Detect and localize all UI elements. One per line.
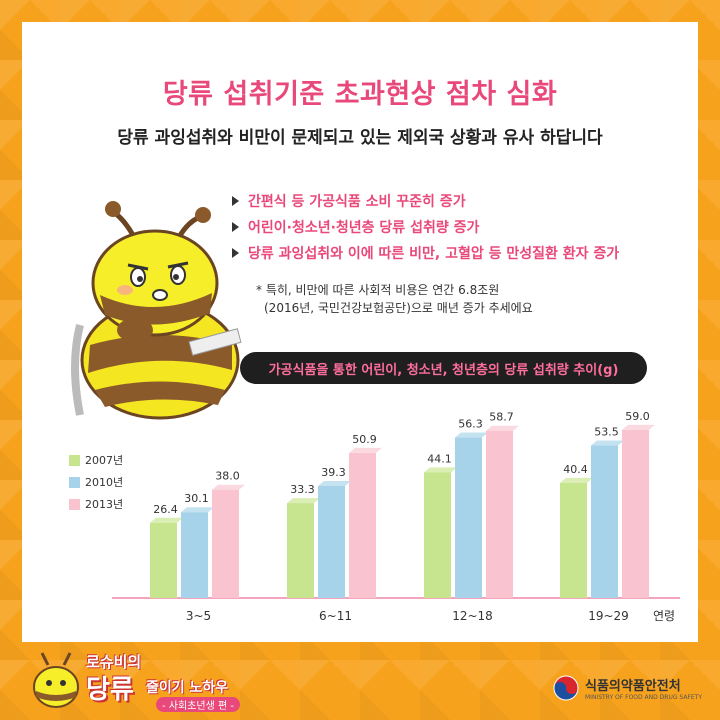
bar [622, 429, 649, 598]
chart-title-banner: 가공식품을 통한 어린이, 청소년, 청년층의 당류 섭취량 추이(g) [240, 352, 647, 384]
bar [287, 503, 314, 598]
bar-top [622, 424, 655, 430]
bar [591, 445, 618, 598]
data-label: 50.9 [352, 433, 377, 446]
data-label: 44.1 [427, 452, 452, 465]
bar-top [181, 507, 214, 513]
bee-mascot-illustration [71, 201, 242, 420]
bar [455, 437, 482, 598]
bar-top [287, 498, 320, 504]
legend-item: 2007년 [69, 449, 123, 471]
data-label: 26.4 [153, 503, 178, 516]
bar-top [455, 432, 488, 438]
chart-legend: 2007년 2010년 2013년 [69, 449, 123, 515]
bar [150, 522, 177, 598]
bar [181, 512, 208, 598]
list-item: 어린이·청소년·청년층 당류 섭취량 증가 [232, 214, 619, 240]
triangle-bullet-icon [232, 248, 239, 258]
x-tick-label: 12~18 [452, 609, 493, 623]
x-tick-label: 19~29 [588, 609, 629, 623]
bar [560, 482, 587, 598]
list-item: 당류 과잉섭취와 이에 따른 비만, 고혈압 등 만성질환 환자 증가 [232, 240, 619, 266]
campaign-logo: 로슈비의 당류 줄이기 노하우 - 사회초년생 편 - [28, 647, 288, 715]
data-label: 38.0 [215, 470, 240, 483]
data-label: 40.4 [563, 463, 588, 476]
page-subtitle: 당류 과잉섭취와 비만이 문제되고 있는 제외국 상황과 유사 하답니다 [117, 128, 603, 148]
bar-top [318, 480, 351, 486]
legend-item: 2010년 [69, 471, 123, 493]
bar-top [560, 477, 593, 483]
bar-top [424, 467, 457, 473]
bar-top [212, 484, 245, 490]
bullet-list: 간편식 등 가공식품 소비 꾸준히 증가 어린이·청소년·청년층 당류 섭취량 … [232, 188, 619, 266]
bar-top [486, 425, 519, 431]
x-tick-label: 3~5 [186, 609, 211, 623]
bar [424, 472, 451, 598]
data-label: 56.3 [458, 418, 483, 431]
legend-item: 2013년 [69, 493, 123, 515]
list-item: 간편식 등 가공식품 소비 꾸준히 증가 [232, 188, 619, 214]
page-title: 당류 섭취기준 초과현상 점차 심화 [162, 79, 558, 110]
legend-swatch [69, 454, 80, 466]
x-axis-label: 연령 [653, 609, 675, 623]
bar-top [349, 447, 382, 453]
data-label: 53.5 [594, 426, 619, 439]
data-label: 39.3 [321, 466, 346, 479]
bar-top [150, 517, 183, 523]
triangle-bullet-icon [232, 196, 239, 206]
bar [212, 489, 239, 598]
data-label: 30.1 [184, 492, 209, 505]
bar [318, 485, 345, 598]
footnote: * 특히, 비만에 따른 사회적 비용은 연간 6.8조원 (2016년, 국민… [256, 283, 533, 315]
bar [349, 452, 376, 598]
data-label: 58.7 [489, 411, 514, 424]
x-tick-label: 6~11 [319, 609, 352, 623]
bar [486, 430, 513, 598]
legend-swatch [69, 476, 80, 488]
triangle-bullet-icon [232, 222, 239, 232]
bee-logo-icon [33, 652, 79, 708]
data-label: 59.0 [625, 410, 650, 423]
ministry-logo: 식품의약품안전처 MINISTRY OF FOOD AND DRUG SAFET… [553, 675, 702, 701]
legend-swatch [69, 498, 80, 510]
data-label: 33.3 [290, 483, 315, 496]
bar-top [591, 440, 624, 446]
taeguk-emblem-icon [553, 675, 579, 701]
